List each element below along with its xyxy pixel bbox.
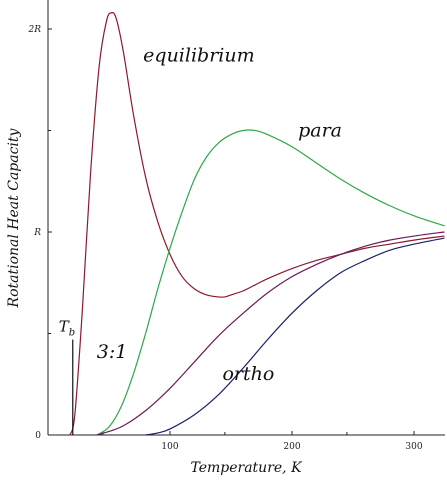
curve-label-equilibrium: equilibrium	[143, 44, 254, 66]
x-tick-label-300: 300	[405, 442, 422, 452]
x-tick-label-200: 200	[283, 442, 300, 452]
series-layer	[69, 12, 445, 436]
y-tick-label-R: R	[33, 228, 41, 238]
y-tick-label-0: 0	[35, 431, 41, 441]
y-tick-label-2R: 2R	[27, 25, 41, 35]
tb-label-main: T	[59, 317, 70, 335]
axis-ticks: 100 200 300 0 R 2R	[27, 25, 422, 452]
series-line-3-1	[96, 231, 445, 436]
series-line-para	[96, 129, 445, 436]
x-axis-title: Temperature, K	[190, 460, 303, 476]
tb-label: Tb	[59, 317, 75, 338]
tb-label-subscript: b	[69, 327, 75, 338]
curve-label-3-1: 3:1	[97, 341, 128, 363]
curve-labels: equilibrium para 3:1 ortho	[97, 44, 342, 385]
series-line-equilibrium	[69, 12, 445, 436]
x-tick-label-100: 100	[161, 442, 178, 452]
tb-annotation: Tb	[59, 317, 75, 435]
series-line-ortho	[145, 237, 445, 436]
y-axis-title: Rotational Heat Capacity	[6, 127, 22, 308]
curve-label-para: para	[298, 120, 342, 142]
curve-label-ortho: ortho	[222, 363, 274, 385]
